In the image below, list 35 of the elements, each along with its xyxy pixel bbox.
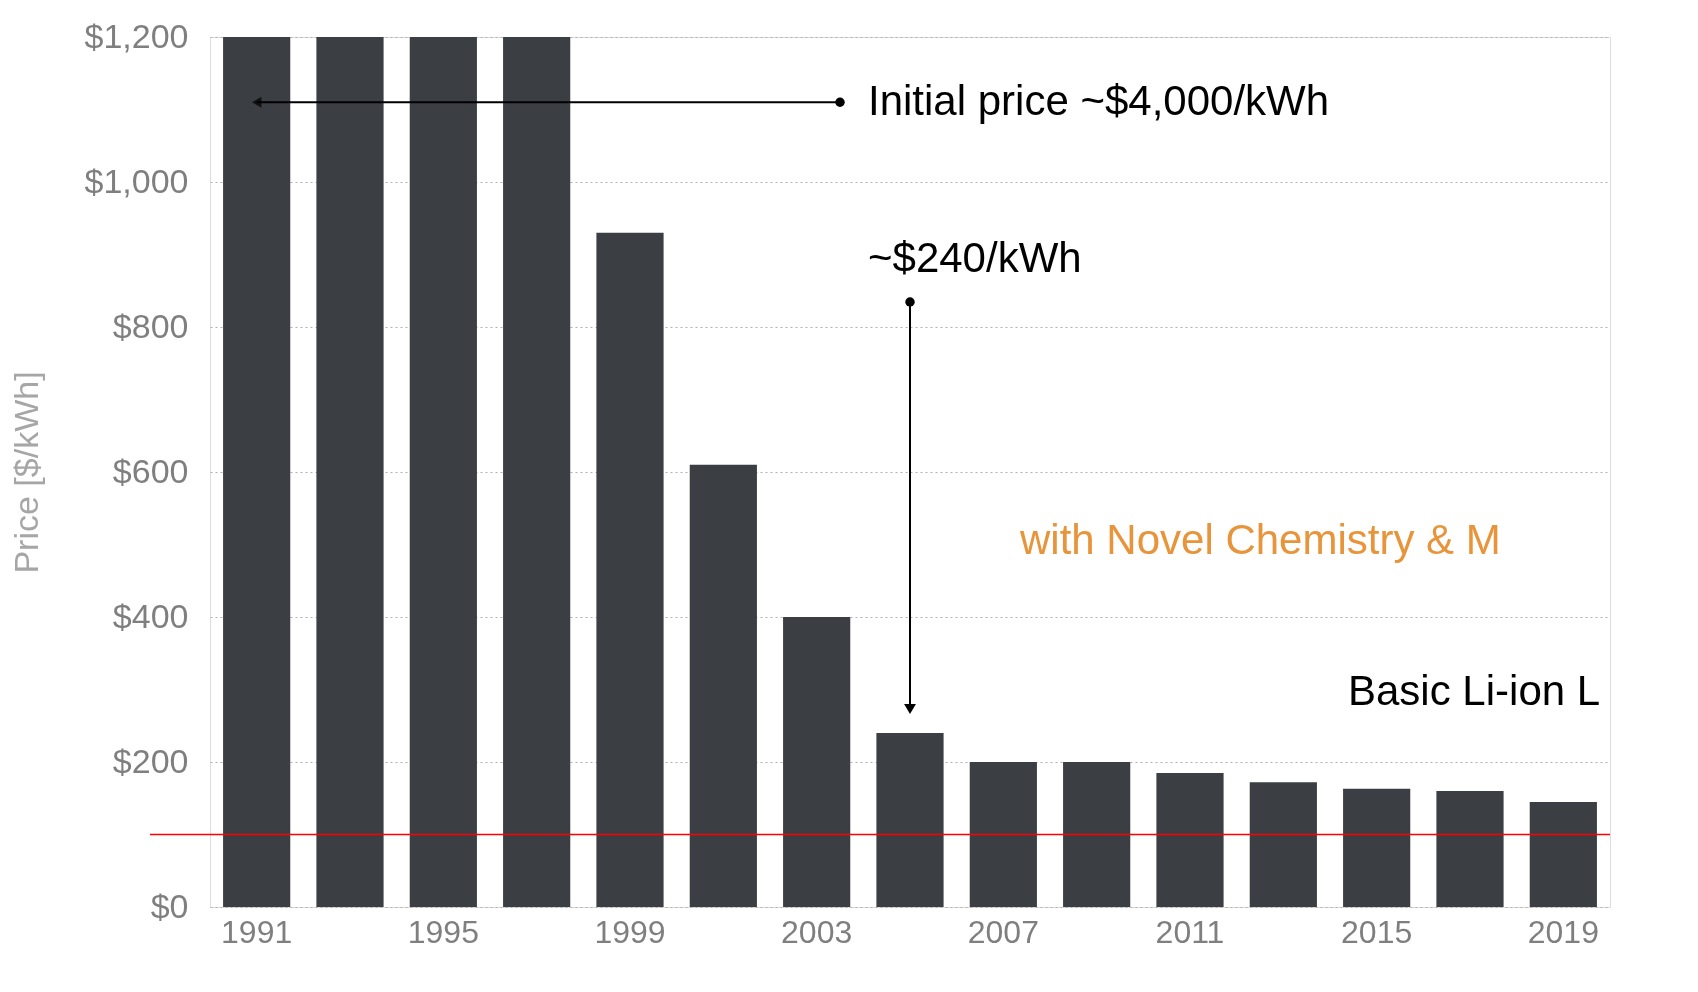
bar [689,464,757,907]
annotation: ~$240/kWh [868,234,1082,281]
annotation: Initial price ~$4,000/kWh [868,77,1330,125]
bar [409,37,477,907]
y-tick-label: $1,200 [84,16,189,55]
bar [316,37,384,907]
x-tick-label: 2011 [1155,913,1225,950]
annotation: with Novel Chemistry & M [1019,516,1501,563]
bar [1343,788,1411,907]
bar [1529,801,1597,907]
bar [1436,791,1504,907]
bar [223,37,291,907]
y-axis-title: Price [$/kWh] [6,371,45,574]
bar [783,617,851,907]
annotation: Basic Li-ion L [1348,667,1601,714]
bar [969,762,1037,907]
y-tick-label: $1,000 [84,161,189,200]
y-tick-label: $200 [112,741,189,780]
bar [1063,762,1131,907]
x-tick-label: 1995 [407,913,479,950]
x-tick-label: 1991 [221,913,293,950]
x-tick-label: 2003 [781,913,853,950]
bar [596,232,664,907]
bar [876,733,944,907]
y-tick-label: $400 [112,596,189,635]
y-tick-label: $0 [150,886,189,925]
y-tick-label: $800 [112,306,189,345]
x-tick-label: 2015 [1341,913,1413,950]
bar [1249,782,1317,907]
bar [1156,772,1224,907]
x-tick-label: 2019 [1527,913,1599,950]
bar [503,37,571,907]
x-tick-label: 2007 [967,913,1039,950]
y-tick-label: $600 [112,451,189,490]
x-tick-label: 1999 [594,913,666,950]
